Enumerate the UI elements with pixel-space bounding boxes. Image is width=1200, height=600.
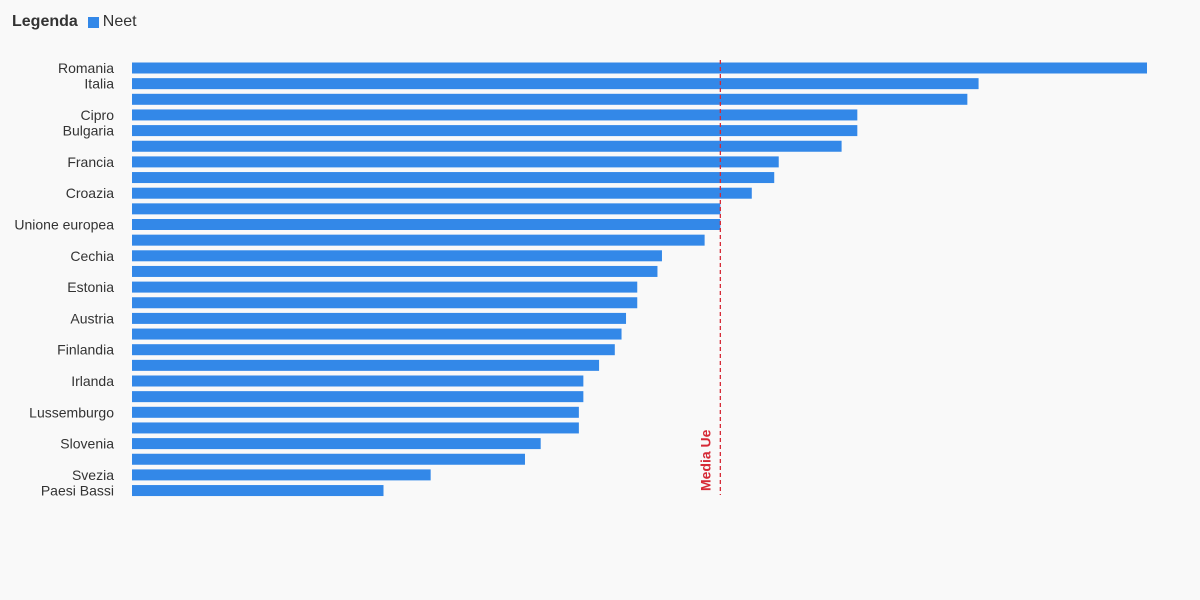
legend: Legenda Neet [12,13,137,31]
bar-slovenia [132,438,541,450]
category-label: Bulgaria [63,123,115,139]
legend-swatch [87,16,99,28]
bar-row-24 [132,422,579,434]
bar-cechia [132,250,662,262]
bar-row-14 [132,265,658,277]
reference-line-label: Media Ue [697,429,713,491]
bar-row-10 [132,203,721,215]
category-label: Croazia [66,185,114,201]
category-label: Svezia [72,467,114,483]
bar-row-26 [132,453,525,465]
bar-estonia [132,281,638,293]
bar-lussemburgo [132,406,579,418]
bar-finlandia [132,344,615,356]
bar-bulgaria [132,125,858,137]
bar-row-3 [132,93,968,105]
category-label: Paesi Bassi [41,483,114,499]
bar-row-8 [132,172,775,184]
bar-austria [132,312,627,324]
bar-row-6 [132,140,842,152]
category-label: Romania [58,60,114,76]
bar-romania [132,62,1147,74]
category-label: Estonia [67,279,114,295]
category-label: Lussemburgo [29,404,114,420]
bar-row-22 [132,391,584,403]
bar-row-16 [132,297,638,309]
bar-cipro [132,109,858,121]
bar-row-12 [132,234,705,246]
bars-group [132,62,1147,497]
bar-unione-europea [132,219,721,230]
legend-title: Legenda [12,13,78,30]
category-label: Slovenia [60,436,114,452]
category-label: Francia [67,154,114,170]
category-label: Unione europea [14,217,114,233]
category-label: Irlanda [71,373,114,389]
bar-croazia [132,187,752,199]
category-label: Cipro [81,107,115,123]
bar-irlanda [132,375,584,387]
bar-francia [132,156,779,168]
bar-svezia [132,469,431,481]
reference-line-group: Media Ue [697,60,721,495]
bar-row-18 [132,328,622,340]
bar-italia [132,78,979,90]
bar-row-20 [132,359,600,371]
category-label: Austria [70,310,114,326]
category-label: Italia [84,76,114,92]
category-label: Finlandia [57,342,114,358]
category-label: Cechia [70,248,114,264]
legend-series-name: Neet [102,13,137,30]
bar-paesi-bassi [132,485,384,497]
